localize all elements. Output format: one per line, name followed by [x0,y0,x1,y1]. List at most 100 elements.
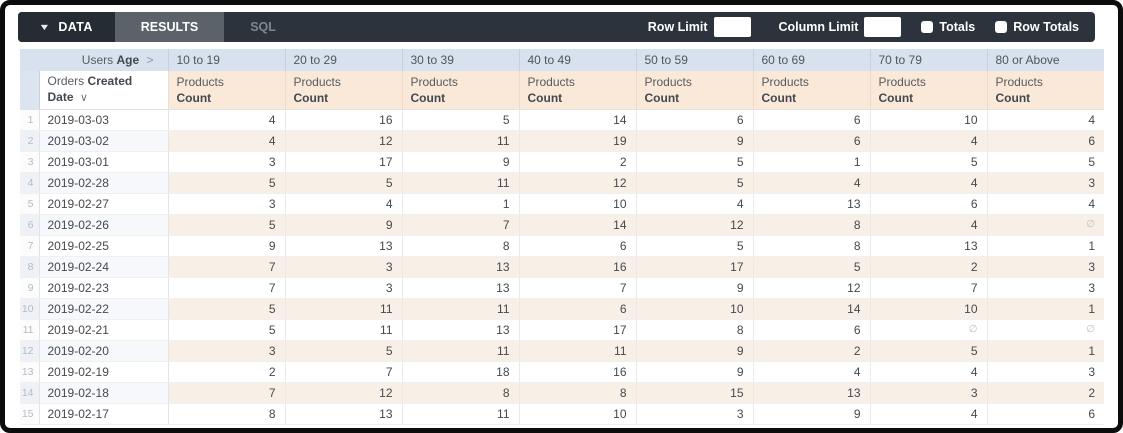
value-cell[interactable]: 8 [518,382,636,404]
value-cell[interactable]: 5 [635,151,753,173]
value-cell[interactable]: 10 [869,298,987,320]
pivot-bucket-header[interactable]: 20 to 29 [284,49,402,71]
row-totals-checkbox[interactable] [995,21,1008,33]
date-cell[interactable]: 2019-02-22 [39,298,169,320]
value-cell[interactable]: 5 [986,151,1104,173]
value-cell[interactable]: 1 [752,151,870,173]
value-cell[interactable]: 2 [752,340,870,362]
value-cell[interactable]: 4 [167,109,285,131]
value-cell[interactable]: 11 [284,319,402,341]
value-cell[interactable]: 3 [167,193,285,215]
column-limit-input[interactable] [864,17,902,37]
value-cell[interactable]: 5 [167,298,285,320]
date-cell[interactable]: 2019-02-26 [39,214,169,236]
value-cell[interactable]: 13 [752,382,870,404]
value-cell[interactable]: 4 [752,361,870,383]
value-cell[interactable]: 6 [752,109,870,131]
date-cell[interactable]: 2019-02-23 [39,277,169,299]
value-cell[interactable]: 4 [869,403,987,425]
value-cell[interactable]: 3 [284,277,402,299]
value-cell[interactable]: 9 [167,235,285,257]
value-cell[interactable]: 3 [986,256,1104,278]
value-cell[interactable]: 9 [752,403,870,425]
value-cell[interactable]: 8 [167,403,285,425]
date-cell[interactable]: 2019-02-20 [39,340,169,362]
value-cell[interactable]: 5 [167,172,285,194]
date-cell[interactable]: 2019-03-03 [39,109,169,131]
value-cell[interactable]: 9 [635,361,753,383]
value-cell[interactable]: 8 [401,235,519,257]
value-cell[interactable]: 17 [284,151,402,173]
date-cell[interactable]: 2019-02-27 [39,193,169,215]
value-cell[interactable]: 5 [869,151,987,173]
measure-column-header[interactable]: Products Count [752,71,870,110]
value-cell[interactable]: 11 [401,403,519,425]
value-cell[interactable]: 5 [284,172,402,194]
value-cell[interactable]: 6 [986,130,1104,152]
measure-column-header[interactable]: Products Count [167,71,285,110]
value-cell[interactable]: 1 [986,298,1104,320]
value-cell[interactable]: 7 [518,277,636,299]
pivot-bucket-header[interactable]: 80 or Above [986,49,1104,71]
value-cell[interactable]: 10 [518,403,636,425]
pivot-bucket-header[interactable]: 30 to 39 [401,49,519,71]
row-limit-input[interactable] [713,17,751,37]
value-cell[interactable]: 13 [284,403,402,425]
value-cell[interactable]: 4 [635,193,753,215]
value-cell[interactable]: 9 [635,277,753,299]
value-cell[interactable]: 12 [284,130,402,152]
value-cell[interactable]: 4 [986,109,1104,131]
value-cell[interactable]: 14 [752,298,870,320]
value-cell[interactable]: 13 [752,193,870,215]
value-cell[interactable]: 17 [635,256,753,278]
value-cell[interactable]: ∅ [869,319,987,341]
pivot-bucket-header[interactable]: 50 to 59 [635,49,753,71]
date-cell[interactable]: 2019-02-17 [39,403,169,425]
value-cell[interactable]: 3 [167,340,285,362]
totals-checkbox[interactable] [921,21,934,33]
value-cell[interactable]: 3 [635,403,753,425]
value-cell[interactable]: 9 [401,151,519,173]
measure-column-header[interactable]: Products Count [518,71,636,110]
value-cell[interactable]: 13 [401,319,519,341]
measure-column-header[interactable]: Products Count [401,71,519,110]
value-cell[interactable]: 5 [167,319,285,341]
value-cell[interactable]: 10 [635,298,753,320]
measure-column-header[interactable]: Products Count [986,71,1104,110]
value-cell[interactable]: 5 [401,109,519,131]
value-cell[interactable]: 6 [752,130,870,152]
value-cell[interactable]: 5 [635,235,753,257]
value-cell[interactable]: 3 [167,151,285,173]
measure-column-header[interactable]: Products Count [635,71,753,110]
value-cell[interactable]: 3 [284,256,402,278]
value-cell[interactable]: 14 [518,109,636,131]
value-cell[interactable]: 10 [518,193,636,215]
value-cell[interactable]: 5 [752,256,870,278]
date-cell[interactable]: 2019-03-01 [39,151,169,173]
value-cell[interactable]: 9 [284,214,402,236]
measure-column-header[interactable]: Products Count [869,71,987,110]
date-cell[interactable]: 2019-03-02 [39,130,169,152]
tab-sql[interactable]: SQL [224,12,302,42]
date-cell[interactable]: 2019-02-28 [39,172,169,194]
value-cell[interactable]: ∅ [986,214,1104,236]
value-cell[interactable]: 3 [869,382,987,404]
pivot-bucket-header[interactable]: 10 to 19 [167,49,285,71]
value-cell[interactable]: 13 [401,277,519,299]
pivot-bucket-header[interactable]: 40 to 49 [518,49,636,71]
value-cell[interactable]: 3 [986,172,1104,194]
value-cell[interactable]: 12 [635,214,753,236]
pivot-bucket-header[interactable]: 60 to 69 [752,49,870,71]
value-cell[interactable]: 6 [986,403,1104,425]
value-cell[interactable]: 4 [869,214,987,236]
tab-results[interactable]: RESULTS [114,12,225,42]
value-cell[interactable]: 8 [635,319,753,341]
value-cell[interactable]: 5 [284,340,402,362]
tab-data[interactable]: ▼ DATA [18,12,115,42]
value-cell[interactable]: 4 [167,130,285,152]
value-cell[interactable]: 14 [518,214,636,236]
value-cell[interactable]: 15 [635,382,753,404]
value-cell[interactable]: 9 [635,340,753,362]
value-cell[interactable]: 9 [635,130,753,152]
value-cell[interactable]: 1 [986,235,1104,257]
